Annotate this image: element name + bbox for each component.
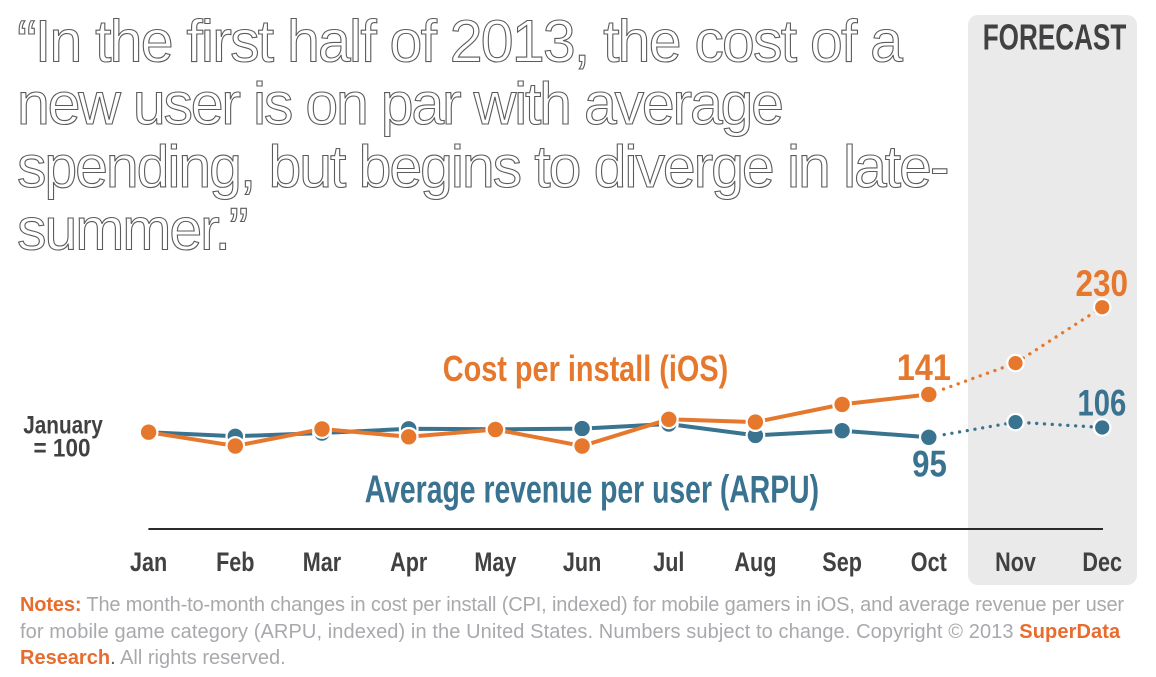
svg-text:Jan: Jan [130,548,167,578]
svg-text:January: January [23,411,103,439]
svg-text:Jun: Jun [563,548,601,578]
svg-text:spending, but begins to diverg: spending, but begins to diverge in late- [17,134,950,200]
svg-text:Apr: Apr [390,548,428,578]
svg-text:May: May [474,548,516,578]
svg-text:Research. All rights reserved.: Research. All rights reserved. [20,647,286,669]
svg-text:95: 95 [912,444,947,485]
svg-text:Mar: Mar [303,548,342,578]
svg-text:new user is on par with averag: new user is on par with average [17,71,784,137]
svg-text:Dec: Dec [1082,548,1122,578]
svg-text:230: 230 [1076,264,1129,305]
svg-text:FORECAST: FORECAST [983,17,1127,57]
svg-text:summer.”: summer.” [17,197,249,263]
svg-text:“In the first half of 2013, th: “In the first half of 2013, the cost of … [17,9,903,75]
svg-text:Aug: Aug [734,548,776,578]
svg-text:106: 106 [1078,383,1127,424]
svg-text:Notes: The month-to-month chan: Notes: The month-to-month changes in cos… [20,594,1124,616]
svg-text:Feb: Feb [216,548,254,578]
svg-text:Average revenue per user (ARPU: Average revenue per user (ARPU) [365,468,819,511]
svg-text:Oct: Oct [911,548,947,578]
svg-text:Sep: Sep [822,548,862,578]
svg-text:Nov: Nov [995,548,1036,578]
svg-text:for mobile game category (ARPU: for mobile game category (ARPU, indexed)… [20,621,1121,643]
svg-text:Jul: Jul [653,548,684,578]
svg-text:141: 141 [897,347,951,389]
svg-text:Cost per install (iOS): Cost per install (iOS) [443,348,728,389]
svg-text:= 100: = 100 [34,434,91,462]
